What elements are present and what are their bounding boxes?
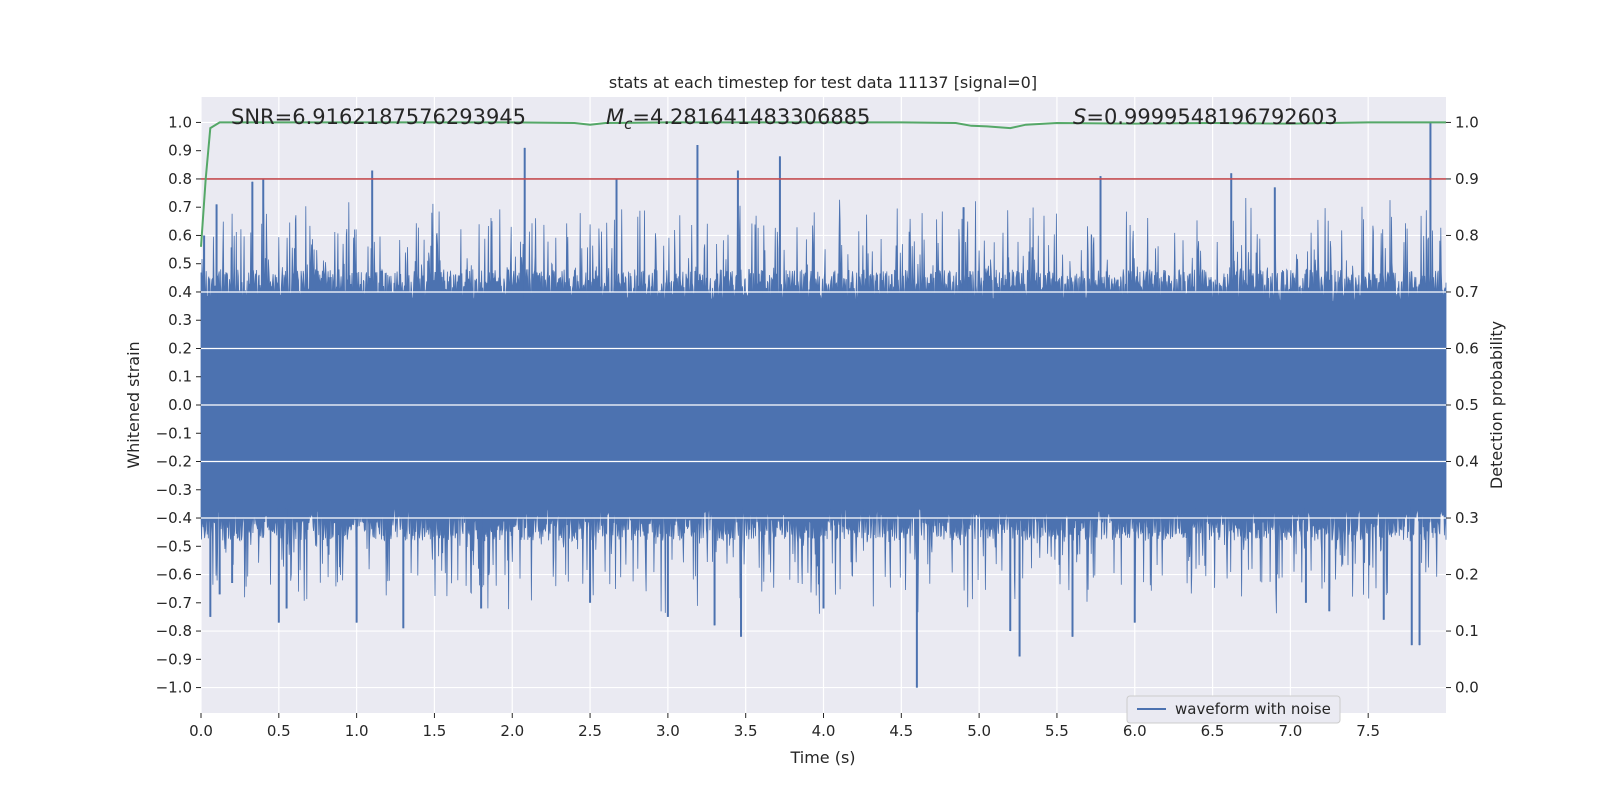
y2-tick-label: 0.9 — [1455, 170, 1479, 188]
x-tick-label: 0.0 — [189, 722, 213, 740]
x-tick-label: 1.5 — [423, 722, 447, 740]
y-tick-label: −0.9 — [156, 650, 192, 668]
y2-tick-label: 0.2 — [1455, 566, 1479, 584]
y-tick-label: 0.1 — [168, 368, 192, 386]
y-tick-label: 0.3 — [168, 311, 192, 329]
snr-annotation: SNR=6.9162187576293945 — [231, 105, 526, 129]
y2-tick-label: 0.4 — [1455, 453, 1479, 471]
y2-tick-label: 1.0 — [1455, 113, 1479, 131]
x-axis-label: Time (s) — [789, 748, 855, 767]
x-tick-label: 5.5 — [1045, 722, 1069, 740]
detection-stat-annotation: S=0.9999548196792603 — [1073, 105, 1338, 129]
x-tick-label: 4.0 — [812, 722, 836, 740]
x-tick-label: 7.5 — [1356, 722, 1380, 740]
x-tick-label: 6.5 — [1201, 722, 1225, 740]
y2-tick-label: 0.5 — [1455, 396, 1479, 414]
y-tick-label: 0.2 — [168, 339, 192, 357]
y-tick-label: −0.1 — [156, 424, 192, 442]
y-axis-ticks: 1.0 0.9 0.8 0.7 0.6 0.5 0.4 0.3 0.2 0.1 0.0 −0.1 −0.… — [156, 113, 201, 697]
x-tick-label: 5.0 — [967, 722, 991, 740]
waveform-series — [200, 122, 1447, 688]
y2-axis-label: Detection probability — [1487, 321, 1506, 489]
y-tick-label: 0.9 — [168, 142, 192, 160]
y2-tick-label: 0.0 — [1455, 679, 1479, 697]
y-tick-label: 0.7 — [168, 198, 192, 216]
y-tick-label: −0.8 — [156, 622, 192, 640]
y-axis-label: Whitened strain — [124, 341, 143, 468]
x-tick-label: 6.0 — [1123, 722, 1147, 740]
y2-tick-label: 0.8 — [1455, 226, 1479, 244]
probability-series — [200, 121, 1446, 247]
chirp-mass-annotation: Mc=4.281641483306885 — [606, 105, 870, 133]
y-tick-label: −0.4 — [156, 509, 192, 527]
y-tick-label: −0.5 — [156, 537, 192, 555]
y2-tick-label: 0.7 — [1455, 283, 1479, 301]
x-tick-label: 3.0 — [656, 722, 680, 740]
chart-title: stats at each timestep for test data 111… — [609, 73, 1037, 92]
x-tick-label: 0.5 — [267, 722, 291, 740]
y-tick-label: 0.0 — [168, 396, 192, 414]
y-tick-label: 0.4 — [168, 283, 192, 301]
y-tick-label: 0.6 — [168, 226, 192, 244]
y-tick-label: −0.3 — [156, 481, 192, 499]
y2-tick-label: 0.6 — [1455, 339, 1479, 357]
x-tick-label: 1.0 — [345, 722, 369, 740]
y-tick-label: −1.0 — [156, 679, 192, 697]
legend: waveform with noise — [1126, 695, 1341, 724]
probability-line — [200, 121, 1446, 247]
y-tick-label: 0.5 — [168, 255, 192, 273]
x-tick-label: 3.5 — [734, 722, 758, 740]
x-tick-label: 2.5 — [578, 722, 602, 740]
y-tick-label: 0.8 — [168, 170, 192, 188]
y2-tick-label: 0.1 — [1455, 622, 1479, 640]
y-tick-label: 1.0 — [168, 113, 192, 131]
x-tick-label: 7.0 — [1278, 722, 1302, 740]
y-tick-label: −0.7 — [156, 594, 192, 612]
y2-tick-label: 0.3 — [1455, 509, 1479, 527]
y2-axis-ticks: 1.0 0.9 0.8 0.7 0.6 0.5 0.4 0.3 0.2 0.1 0.0 — [1446, 113, 1479, 697]
x-tick-label: 2.0 — [500, 722, 524, 740]
legend-label: waveform with noise — [1175, 700, 1331, 718]
x-axis-ticks: 0.0 0.5 1.0 1.5 2.0 2.5 3.0 3.5 4.0 4.5 5.0 5.5 6.0 6… — [189, 713, 1380, 740]
y-tick-label: −0.2 — [156, 453, 192, 471]
x-tick-label: 4.5 — [889, 722, 913, 740]
y-tick-label: −0.6 — [156, 566, 192, 584]
